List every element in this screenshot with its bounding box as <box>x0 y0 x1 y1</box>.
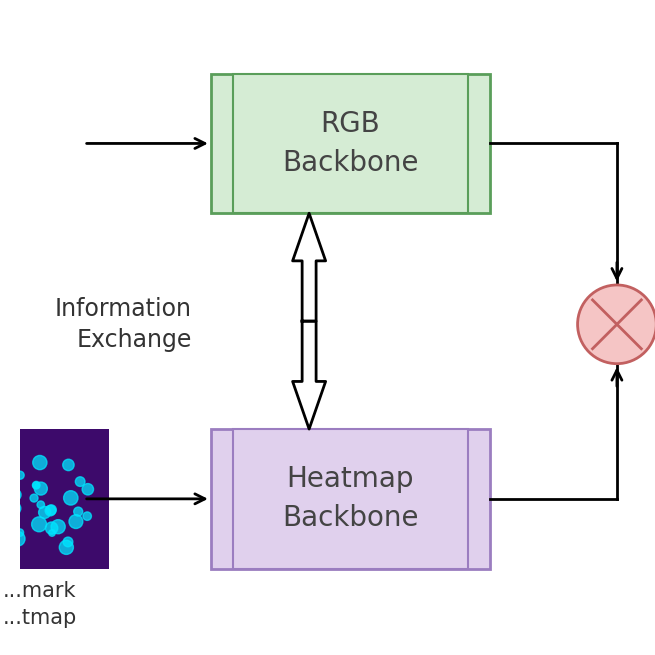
Circle shape <box>69 515 83 529</box>
Circle shape <box>10 531 25 546</box>
Polygon shape <box>293 214 326 321</box>
Circle shape <box>33 455 47 470</box>
Circle shape <box>82 483 94 495</box>
Circle shape <box>16 471 24 479</box>
Circle shape <box>63 537 73 547</box>
FancyBboxPatch shape <box>233 73 468 214</box>
Circle shape <box>578 285 655 364</box>
Circle shape <box>64 491 78 505</box>
Circle shape <box>34 482 47 495</box>
Circle shape <box>45 506 56 516</box>
Circle shape <box>33 482 39 489</box>
Circle shape <box>39 506 50 519</box>
Circle shape <box>47 505 56 515</box>
FancyBboxPatch shape <box>211 73 490 214</box>
FancyBboxPatch shape <box>0 429 109 569</box>
Circle shape <box>10 489 21 500</box>
Text: RGB
Backbone: RGB Backbone <box>282 110 419 177</box>
Circle shape <box>51 519 66 534</box>
Circle shape <box>0 461 13 475</box>
FancyBboxPatch shape <box>233 429 468 569</box>
Circle shape <box>33 481 40 489</box>
FancyBboxPatch shape <box>211 429 490 569</box>
Circle shape <box>9 530 15 536</box>
Circle shape <box>63 459 74 471</box>
Circle shape <box>9 502 21 514</box>
Circle shape <box>74 507 83 516</box>
Circle shape <box>37 501 45 508</box>
Polygon shape <box>293 321 326 429</box>
Circle shape <box>30 494 38 502</box>
Circle shape <box>16 529 24 536</box>
Circle shape <box>4 447 15 458</box>
Circle shape <box>48 530 55 536</box>
Text: Information
Exchange: Information Exchange <box>55 297 192 352</box>
Circle shape <box>45 522 58 534</box>
Text: Heatmap
Backbone: Heatmap Backbone <box>282 465 419 533</box>
Text: ...mark
...tmap: ...mark ...tmap <box>2 582 77 627</box>
Circle shape <box>60 540 73 554</box>
Circle shape <box>7 460 18 473</box>
Circle shape <box>31 517 47 532</box>
Circle shape <box>83 512 92 520</box>
Circle shape <box>75 477 85 487</box>
